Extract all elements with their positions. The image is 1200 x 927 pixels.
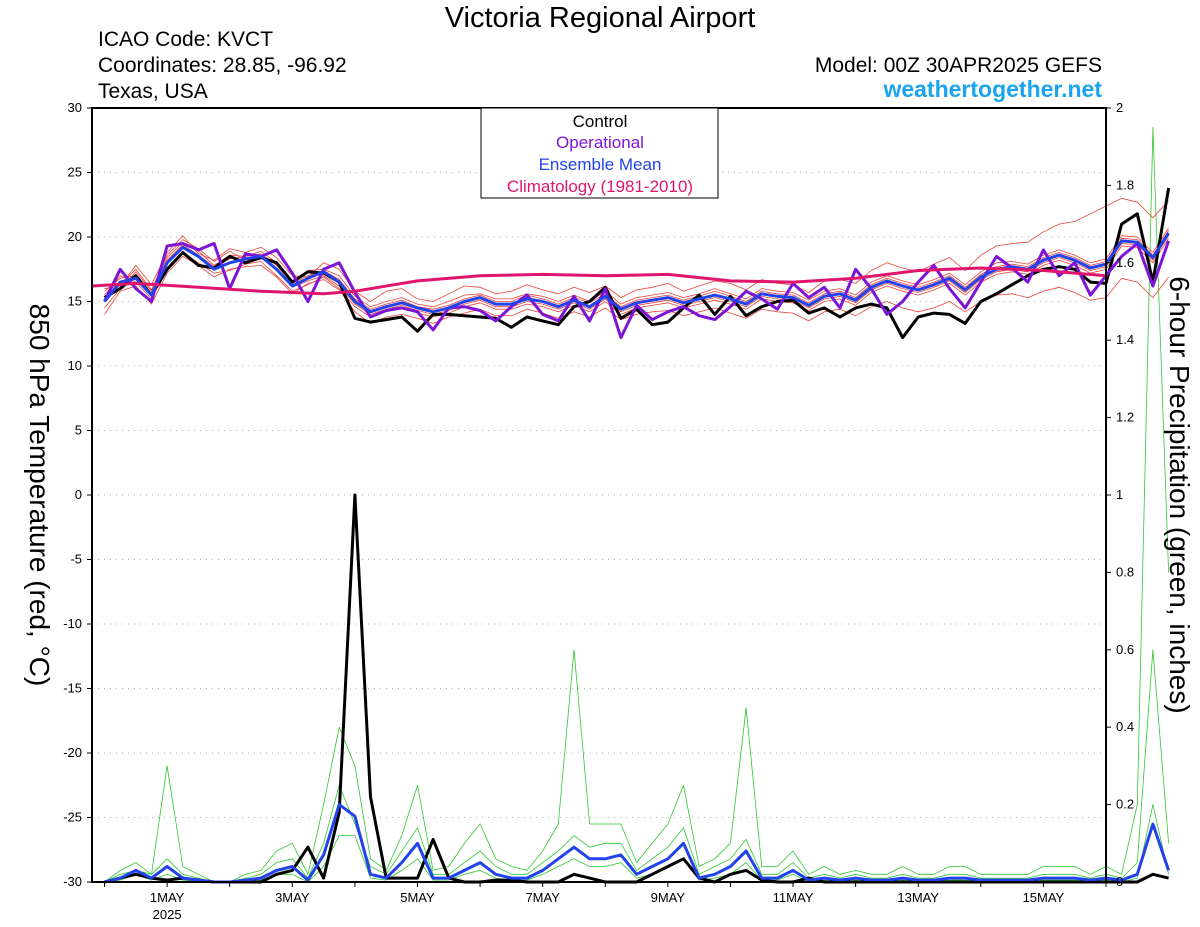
main-series — [91, 187, 1171, 884]
right-tick-label: 0.4 — [1116, 719, 1134, 734]
left-tick-label: -20 — [63, 745, 82, 760]
legend-ensemble-mean: Ensemble Mean — [539, 155, 662, 174]
grid — [92, 172, 1106, 818]
x-tick-label: 11MAY — [773, 890, 814, 905]
operational-temp-line — [103, 240, 1171, 340]
legend-operational: Operational — [556, 133, 644, 152]
left-tick-label: -30 — [63, 874, 82, 889]
x-tick-label: 3MAY — [275, 890, 310, 905]
x-tick-label: 9MAY — [651, 890, 686, 905]
right-tick-label: 0.6 — [1116, 642, 1134, 657]
legend-control: Control — [573, 112, 628, 131]
left-tick-label: 5 — [75, 423, 82, 438]
left-tick-label: 25 — [68, 165, 82, 180]
ensemble-mean-temp-line — [103, 232, 1170, 314]
member-precip-line — [104, 127, 1169, 883]
legend-box — [480, 107, 719, 199]
right-tick-label: 2 — [1116, 100, 1123, 115]
axes: 302520151050-5-10-15-20-25-3021.81.61.41… — [63, 100, 1134, 922]
member-precip-line — [104, 649, 1169, 883]
ensemble-mean-precip-line — [104, 803, 1171, 884]
x-tick-label: 7MAY — [525, 890, 560, 905]
right-tick-label: 0.8 — [1116, 564, 1134, 579]
right-tick-label: 1 — [1116, 487, 1123, 502]
region: Texas, USA — [98, 80, 208, 103]
x-tick-label: 15MAY — [1023, 890, 1065, 905]
station-info: ICAO Code: KVCT Coordinates: 28.85, -96.… — [98, 27, 347, 105]
site-link[interactable]: weathertogether.net — [883, 76, 1102, 102]
left-tick-label: -15 — [63, 681, 82, 696]
right-axis-label: 6-hour Precipitation (green, inches) — [1164, 276, 1195, 713]
left-tick-label: 15 — [68, 294, 82, 309]
control-temp-line — [103, 187, 1171, 340]
legend: Control Operational Ensemble Mean Climat… — [480, 107, 719, 199]
right-tick-label: 1.8 — [1116, 177, 1134, 192]
x-tick-label: 5MAY — [400, 890, 435, 905]
left-tick-label: -5 — [70, 552, 82, 567]
x-year-label: 2025 — [153, 907, 182, 922]
right-tick-label: 1.4 — [1116, 332, 1134, 347]
control-precip-line — [104, 493, 1169, 884]
left-tick-label: 0 — [75, 487, 82, 502]
left-tick-label: -10 — [63, 616, 82, 631]
right-tick-label: 0 — [1116, 874, 1123, 889]
x-tick-label: 13MAY — [897, 890, 939, 905]
icao-code: ICAO Code: KVCT — [98, 28, 274, 51]
left-tick-label: 30 — [68, 100, 82, 115]
plot-frame — [91, 107, 1107, 883]
left-tick-label: 20 — [68, 229, 82, 244]
right-tick-label: 0.2 — [1116, 797, 1134, 812]
left-tick-label: -25 — [63, 810, 82, 825]
climatology-1981-2010-temp-line — [91, 266, 1107, 296]
member-temp-line — [104, 197, 1169, 302]
left-tick-label: 10 — [68, 358, 82, 373]
x-tick-label: 1MAY — [150, 890, 185, 905]
right-tick-label: 1.6 — [1116, 255, 1134, 270]
chart-title: Victoria Regional Airport — [444, 2, 756, 34]
right-tick-label: 1.2 — [1116, 410, 1134, 425]
coordinates: Coordinates: 28.85, -96.92 — [98, 54, 347, 77]
model-run: Model: 00Z 30APR2025 GEFS — [814, 54, 1102, 77]
member-precip-lines — [104, 127, 1169, 883]
left-axis-label: 850 hPa Temperature (red, °C) — [24, 304, 55, 687]
legend-climatology: Climatology (1981-2010) — [507, 177, 693, 196]
